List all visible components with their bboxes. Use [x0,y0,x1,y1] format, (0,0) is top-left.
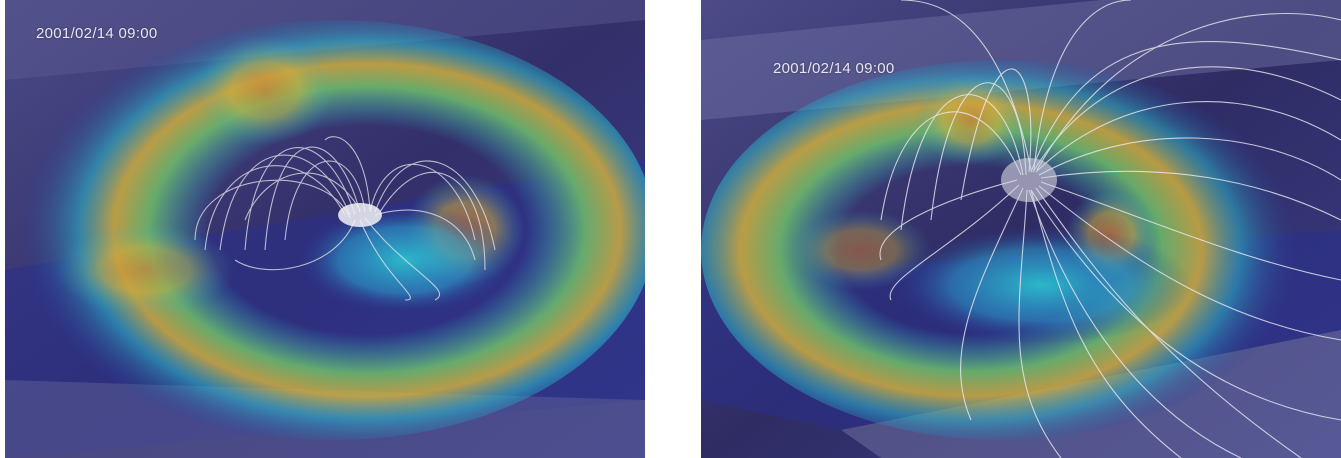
upper-heat-region [195,35,335,145]
left-heat-region [55,225,235,315]
earth-core [338,203,382,227]
cyan-core-region [891,225,1191,345]
upper-heat-region [916,75,1026,165]
earth-core [1001,158,1057,202]
magnetosphere-render-right [701,0,1341,458]
visualization-panel-left: 2001/02/14 09:00 [5,0,645,458]
field-lines [879,0,1341,458]
magnetosphere-render-left [5,0,645,458]
timestamp-label: 2001/02/14 09:00 [773,60,895,77]
field-lines [194,136,496,301]
timestamp-label: 2001/02/14 09:00 [36,25,158,42]
visualization-panel-right: 2001/02/14 09:00 [701,0,1341,458]
